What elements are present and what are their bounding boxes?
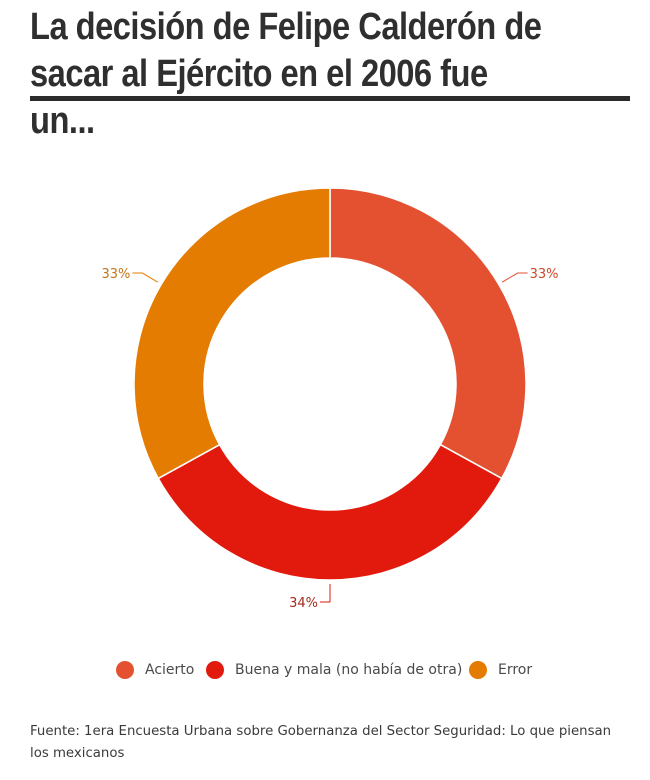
data-label-buena-y-mala-no-habia-de-otra: 34% (289, 596, 318, 611)
label-leader-acierto (501, 272, 528, 283)
legend-swatch-buena-y-mala-no-habia-de-otra (206, 661, 224, 679)
source-note: Fuente: 1era Encuesta Urbana sobre Gober… (30, 724, 612, 761)
label-leader-buena-y-mala-no-habia-de-otra (320, 584, 331, 603)
legend: Acierto Buena y mala (no había de otra) Er… (0, 658, 650, 682)
title-underline (30, 96, 630, 101)
legend-label-buena-y-mala-no-habia-de-otra: Buena y mala (no había de otra) (235, 662, 463, 678)
donut-chart: 33% 34% 33% (101, 187, 559, 611)
label-leader-error (132, 272, 159, 283)
legend-item-acierto: Acierto (116, 658, 194, 682)
label-leaders (132, 272, 528, 603)
donut-slice-buena-y-mala-no-habia-de-otra (157, 443, 503, 581)
legend-label-error: Error (498, 662, 533, 678)
legend-swatch-acierto (116, 661, 134, 679)
legend-item-error: Error (469, 658, 532, 682)
legend-item-buena-y-mala-no-habia-de-otra: Buena y mala (no había de otra) (206, 658, 462, 682)
chart-title: La decisión de Felipe Calderón de sacar … (30, 6, 542, 142)
legend-label-acierto: Acierto (145, 662, 195, 678)
donut-slices (133, 187, 527, 581)
donut-slice-acierto (329, 187, 527, 480)
data-labels: 33% 34% 33% (101, 267, 558, 611)
data-label-error: 33% (101, 267, 130, 282)
data-label-acierto: 33% (530, 267, 559, 282)
legend-swatch-error (469, 661, 487, 679)
donut-slice-error (133, 187, 331, 480)
